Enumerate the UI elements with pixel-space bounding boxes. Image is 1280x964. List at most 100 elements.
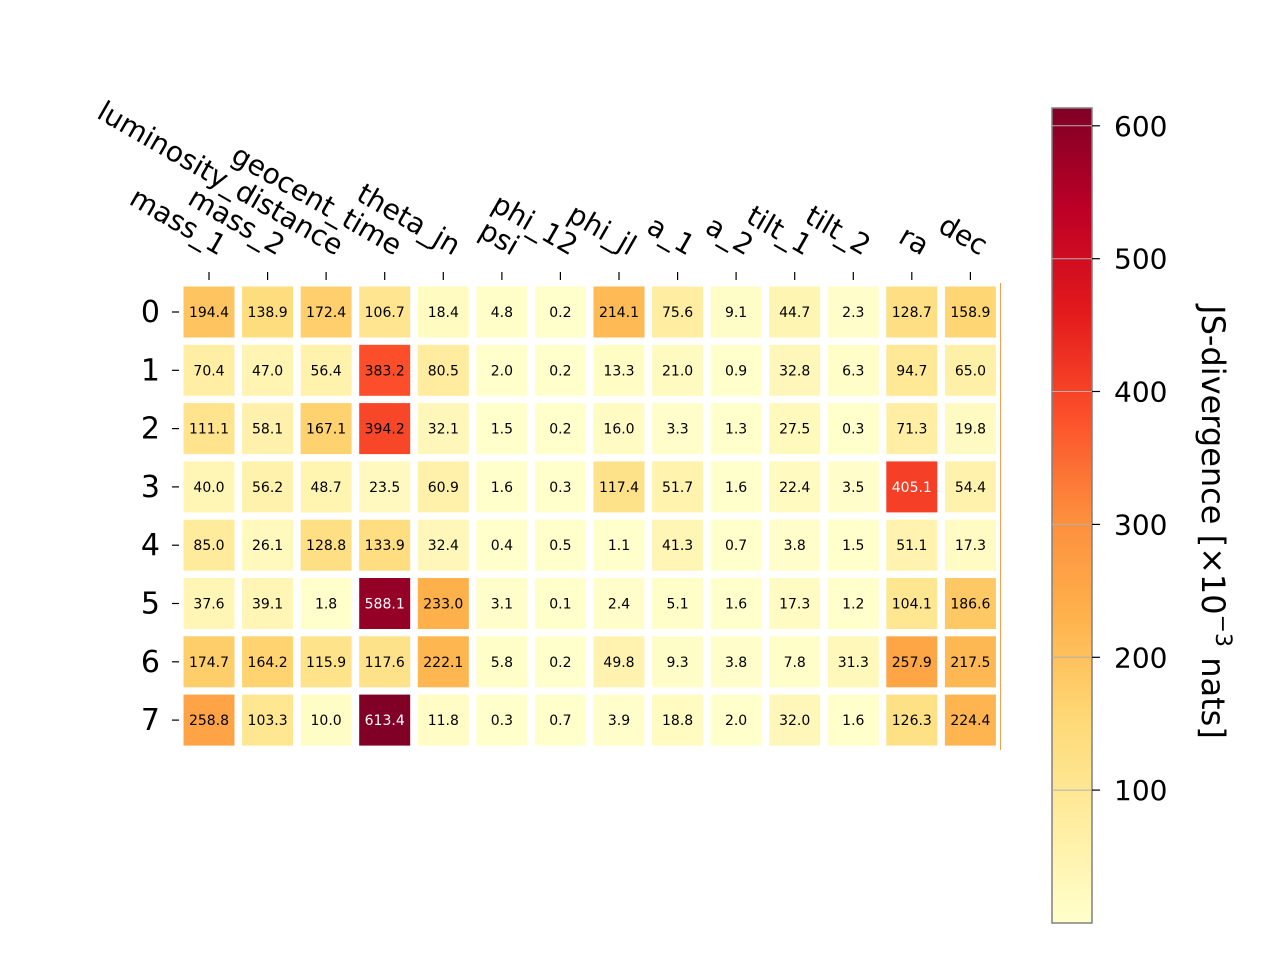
heatmap-cell: [944, 636, 996, 688]
heatmap-cell: [827, 344, 879, 396]
heatmap-cell: [593, 344, 645, 396]
cell-value-label: 1.8: [315, 597, 337, 613]
cell-value-label: 44.7: [779, 305, 810, 321]
heatmap-cell: [710, 344, 762, 396]
heatmap-cell: [534, 578, 586, 629]
heatmap-cell: [534, 519, 586, 571]
cell-value-label: 257.9: [892, 655, 932, 671]
cell-value-label: 60.9: [428, 480, 459, 496]
cell-value-label: 214.1: [599, 305, 639, 321]
heatmap-cell: [827, 578, 879, 629]
heatmap-cell: [300, 461, 352, 513]
colorbar-tick-label: 400: [1114, 376, 1167, 409]
heatmap-cell: [300, 578, 352, 629]
heatmap-cell: [534, 403, 586, 455]
cell-value-label: 5.8: [491, 655, 513, 671]
heatmap-cell: [183, 519, 235, 571]
heatmap-cell: [710, 694, 762, 746]
cell-value-label: 117.6: [365, 655, 405, 671]
heatmap-cell: [183, 403, 235, 455]
heatmap-cell: [242, 344, 294, 396]
cell-value-label: 32.8: [779, 363, 810, 379]
heatmap-cell: [827, 403, 879, 455]
cell-value-label: 3.3: [666, 422, 688, 438]
heatmap-cell: [476, 403, 528, 455]
cell-value-label: 1.5: [842, 538, 864, 554]
cell-value-label: 94.7: [896, 363, 927, 379]
cell-value-label: 32.4: [428, 538, 459, 554]
cell-value-label: 3.8: [784, 538, 806, 554]
cell-value-label: 37.6: [193, 597, 224, 613]
cell-value-label: 3.1: [491, 597, 513, 613]
cell-value-label: 16.0: [603, 422, 634, 438]
heatmap-cell: [710, 578, 762, 629]
heatmap-cell: [944, 578, 996, 629]
heatmap-cell: [300, 519, 352, 571]
cell-value-label: 0.3: [842, 422, 864, 438]
cell-value-label: 39.1: [252, 597, 283, 613]
cell-value-label: 11.8: [428, 713, 459, 729]
heatmap-cell: [827, 519, 879, 571]
heatmap-cell: [183, 286, 235, 338]
cell-value-label: 1.3: [725, 422, 747, 438]
heatmap-cell: [769, 403, 821, 455]
cell-value-label: 7.8: [784, 655, 806, 671]
heatmap-cell: [417, 403, 469, 455]
heatmap-cell: [652, 403, 704, 455]
heatmap-cell: [417, 461, 469, 513]
cell-value-label: 56.2: [252, 480, 283, 496]
colorbar-tick-label: 500: [1114, 243, 1167, 276]
cell-value-label: 49.8: [603, 655, 634, 671]
cell-value-label: 1.6: [491, 480, 513, 496]
heatmap-cell: [827, 636, 879, 688]
cell-value-label: 0.2: [549, 422, 571, 438]
colorbar-tick-label: 200: [1114, 641, 1167, 674]
heatmap-cell: [652, 286, 704, 338]
heatmap-cell: [944, 694, 996, 746]
heatmap-cell: [652, 578, 704, 629]
cell-value-label: 75.6: [662, 305, 693, 321]
heatmap-cell: [417, 694, 469, 746]
heatmap-cell: [652, 344, 704, 396]
cell-value-label: 3.8: [725, 655, 747, 671]
heatmap-cell: [652, 519, 704, 571]
heatmap-cell: [476, 636, 528, 688]
heatmap-cell: [359, 519, 411, 571]
cell-value-label: 3.9: [608, 713, 630, 729]
cell-value-label: 2.4: [608, 597, 630, 613]
x-tick-label: tilt_2: [800, 199, 877, 262]
cell-value-label: 128.7: [892, 305, 932, 321]
cell-value-label: 2.3: [842, 305, 864, 321]
heatmap-cell: [827, 461, 879, 513]
heatmap-cell: [417, 286, 469, 338]
heatmap-cell: [769, 578, 821, 629]
cell-value-label: 23.5: [369, 480, 400, 496]
cell-value-label: 3.5: [842, 480, 864, 496]
heatmap-cell: [886, 578, 938, 629]
cell-value-label: 0.3: [549, 480, 571, 496]
heatmap-cell: [300, 694, 352, 746]
cell-value-label: 18.8: [662, 713, 693, 729]
cell-value-label: 58.1: [252, 422, 283, 438]
cell-value-label: 0.2: [549, 655, 571, 671]
heatmap-cell: [534, 461, 586, 513]
cell-value-label: 26.1: [252, 538, 283, 554]
heatmap-cell: [242, 519, 294, 571]
heatmap-cell: [183, 461, 235, 513]
heatmap-cell: [242, 636, 294, 688]
colorbar-gradient: [1051, 107, 1093, 924]
y-axis: 0 1 2 3 4 5 6 7: [141, 295, 179, 738]
cell-value-label: 6.3: [842, 363, 864, 379]
heatmap-cell: [944, 286, 996, 338]
heatmap-cell: [534, 694, 586, 746]
cell-value-label: 1.5: [491, 422, 513, 438]
cell-value-label: 405.1: [892, 480, 932, 496]
heatmap-cell: [593, 636, 645, 688]
heatmap-cell: [769, 344, 821, 396]
cell-value-label: 80.5: [428, 363, 459, 379]
heatmap-cell: [886, 286, 938, 338]
heatmap-cell: [534, 344, 586, 396]
heatmap-cell: [769, 636, 821, 688]
cell-value-label: 32.1: [428, 422, 459, 438]
